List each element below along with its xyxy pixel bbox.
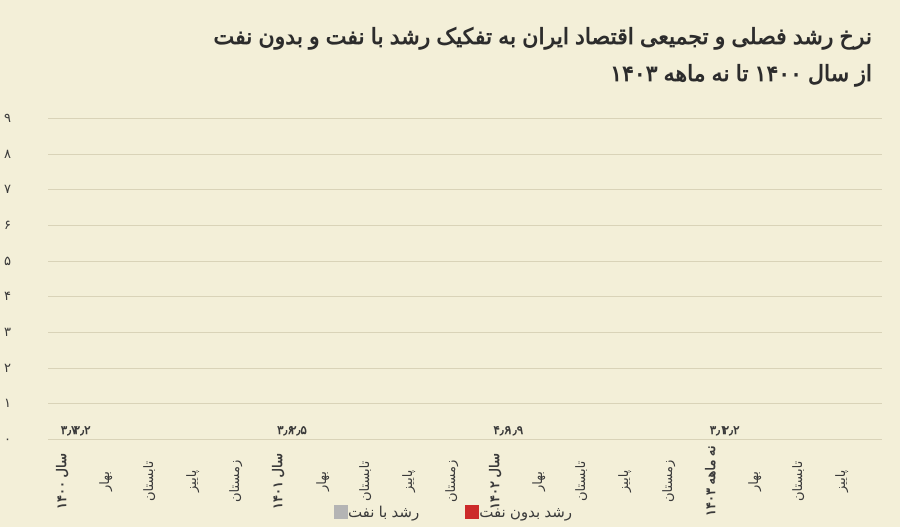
bars-area: ۳٫۷۲٫۲۳٫۶۲٫۵۴٫۶۱٫۹۳٫۱۲٫۲ <box>48 118 882 439</box>
y-tick-label: ۶ <box>4 217 44 233</box>
legend-label-without-oil: رشد بدون نفت <box>479 503 572 521</box>
value-label: ۲٫۲ <box>723 423 740 439</box>
legend-label-with-oil: رشد با نفت <box>348 503 419 521</box>
y-tick-label: ۵ <box>4 253 44 269</box>
legend-item-without-oil: رشد بدون نفت <box>459 503 572 521</box>
y-tick-label: ۹ <box>4 110 44 126</box>
gridline: ۰ <box>48 439 882 440</box>
y-tick-label: ۰ <box>4 431 44 447</box>
y-tick-label: ۷ <box>4 181 44 197</box>
legend-swatch-with-oil <box>334 505 348 519</box>
y-tick-label: ۱ <box>4 395 44 411</box>
value-label: ۲٫۵ <box>290 423 307 439</box>
chart-container: نرخ رشد فصلی و تجمیعی اقتصاد ایران به تف… <box>0 0 900 527</box>
legend-swatch-without-oil <box>465 505 479 519</box>
value-label: ۱٫۹ <box>506 423 523 439</box>
legend: رشد با نفت رشد بدون نفت <box>0 503 900 521</box>
plot-area: ۰۱۲۳۴۵۶۷۸۹ ۳٫۷۲٫۲۳٫۶۲٫۵۴٫۶۱٫۹۳٫۱۲٫۲ <box>48 118 882 439</box>
y-tick-label: ۴ <box>4 288 44 304</box>
legend-item-with-oil: رشد با نفت <box>328 503 419 521</box>
title-line-1: نرخ رشد فصلی و تجمیعی اقتصاد ایران به تف… <box>28 18 872 55</box>
y-tick-label: ۲ <box>4 360 44 376</box>
chart-title: نرخ رشد فصلی و تجمیعی اقتصاد ایران به تف… <box>0 0 900 97</box>
title-line-2: از سال ۱۴۰۰ تا نه ماهه ۱۴۰۳ <box>28 55 872 92</box>
y-tick-label: ۳ <box>4 324 44 340</box>
y-tick-label: ۸ <box>4 146 44 162</box>
value-label: ۲٫۲ <box>74 423 91 439</box>
